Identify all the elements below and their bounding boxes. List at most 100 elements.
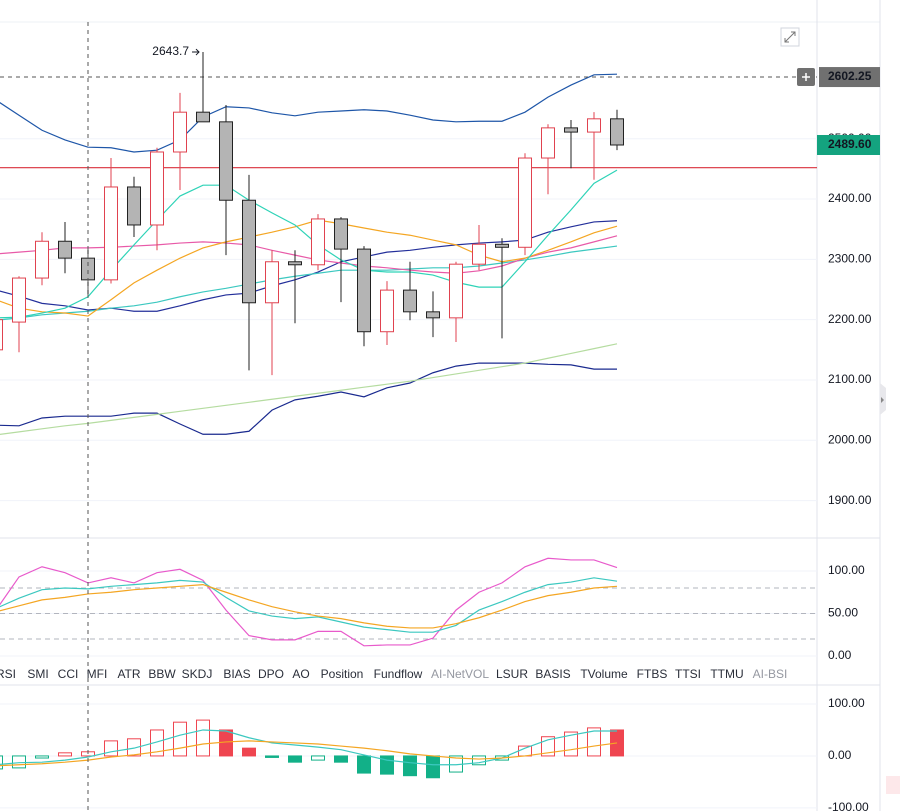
indicator-tab[interactable]: AI-BSI <box>753 667 788 681</box>
candle-body <box>495 243 509 248</box>
indicator-tab[interactable]: CCI <box>58 667 79 681</box>
crosshair-price-label: 2602.25 <box>828 69 872 83</box>
expand-button[interactable] <box>780 27 800 47</box>
candle-body <box>426 311 440 319</box>
indicator-tab[interactable]: Fundflow <box>374 667 423 681</box>
indicator-line <box>0 577 618 633</box>
candle-body <box>518 157 532 248</box>
expand-icon[interactable] <box>784 31 796 43</box>
histogram-bar <box>288 755 302 763</box>
indicator-tab[interactable]: TTMU <box>710 667 743 681</box>
indicator-line <box>0 729 617 766</box>
indicator-tab[interactable]: BIAS <box>223 667 250 681</box>
candle-body <box>35 240 49 279</box>
candle-body <box>587 118 601 133</box>
y-tick-label: 2000.00 <box>828 432 872 446</box>
indicator-tab[interactable]: BBW <box>148 667 176 681</box>
y-tick-label: 1900.00 <box>828 493 872 507</box>
indicator-tab[interactable]: Position <box>321 667 364 681</box>
y-tick-label: 0.00 <box>828 748 852 762</box>
candle-body <box>541 127 555 159</box>
histogram-bar <box>12 755 26 769</box>
candle-body <box>173 111 187 153</box>
y-tick-label: 0.00 <box>828 648 852 662</box>
candle-body <box>150 151 164 226</box>
indicator-tab[interactable]: BASIS <box>535 667 570 681</box>
high-annotation: 2643.7 <box>152 44 189 58</box>
histogram-bar <box>357 755 371 774</box>
candle-body <box>58 240 72 259</box>
y-tick-label: 100.00 <box>828 696 865 710</box>
candle-body <box>403 289 417 313</box>
histogram-bar <box>0 755 3 770</box>
indicator-tab[interactable]: SMI <box>27 667 48 681</box>
indicator-tab[interactable]: SKDJ <box>182 667 213 681</box>
annotation-arrow <box>192 48 200 56</box>
indicator-tab[interactable]: LSUR <box>496 667 528 681</box>
y-tick-label: 50.00 <box>828 606 858 620</box>
candle-body <box>357 248 371 333</box>
indicator-tab[interactable]: AI-NetVOL <box>431 667 489 681</box>
candle-body <box>242 199 256 304</box>
y-tick-label: 2300.00 <box>828 252 872 266</box>
candle-body <box>0 319 3 351</box>
candle-body <box>449 263 463 319</box>
candle-body <box>127 186 141 226</box>
histogram-bar <box>587 727 601 757</box>
plot-layer: 1900.00 2000.00 2100.00 2200.00 2300.00 2400.… <box>0 44 880 811</box>
indicator-tab[interactable]: TTSI <box>675 667 701 681</box>
indicator-line <box>0 557 618 647</box>
indicator-line <box>0 343 618 435</box>
indicator-line <box>0 235 618 274</box>
candle-body <box>380 289 394 333</box>
candle-body <box>564 127 578 133</box>
y-tick-label: -100.00 <box>828 800 869 811</box>
histogram-bar <box>58 752 72 757</box>
y-tick-label: 100.00 <box>828 563 865 577</box>
histogram-bar <box>35 755 49 759</box>
histogram-bar <box>173 721 187 757</box>
candle-body <box>265 261 279 304</box>
histogram-bar <box>265 755 279 758</box>
indicator-tab[interactable]: RSI <box>0 667 16 681</box>
histogram-bar <box>403 755 417 777</box>
indicator-line <box>0 583 618 629</box>
indicator-tab[interactable]: TVolume <box>580 667 628 681</box>
candle-body <box>610 118 624 146</box>
histogram-bar <box>219 729 233 757</box>
last-price-box <box>817 134 880 155</box>
indicator-line <box>0 362 617 435</box>
y-tick-label: 2200.00 <box>828 312 872 326</box>
indicator-tab[interactable]: ATR <box>117 667 140 681</box>
indicator-line <box>0 73 618 153</box>
y-tick-label: 2100.00 <box>828 372 872 386</box>
histogram-bar <box>472 755 486 766</box>
histogram-bar <box>242 747 256 757</box>
scroll-arrow[interactable] <box>881 397 884 403</box>
candle-body <box>311 218 325 266</box>
crosshair-price-box <box>819 67 880 88</box>
indicator-tab[interactable]: MFI <box>87 667 108 681</box>
plus-icon <box>802 73 810 82</box>
corner-badge <box>886 776 900 794</box>
candle-body <box>219 121 233 201</box>
histogram-bar <box>426 755 440 779</box>
indicator-line <box>0 169 618 319</box>
indicator-line <box>0 740 618 767</box>
candle-body <box>12 277 26 323</box>
y-tick-label: 2400.00 <box>828 191 872 205</box>
candle-body <box>196 111 210 123</box>
indicator-tab[interactable]: AO <box>292 667 309 681</box>
indicator-tab[interactable]: FTBS <box>637 667 668 681</box>
histogram-bar <box>150 729 164 757</box>
candle-body <box>334 218 348 250</box>
indicator-tab[interactable]: DPO <box>258 667 284 681</box>
histogram-bar <box>127 738 141 757</box>
indicator-line <box>0 219 618 317</box>
histogram-bar <box>104 740 118 757</box>
indicator-tabs: RSI SMI CCI MFI ATR BBW SKDJ BIAS DPO AO Position F… <box>0 667 787 681</box>
histogram-bar <box>196 719 210 757</box>
histogram-bar <box>334 755 348 763</box>
